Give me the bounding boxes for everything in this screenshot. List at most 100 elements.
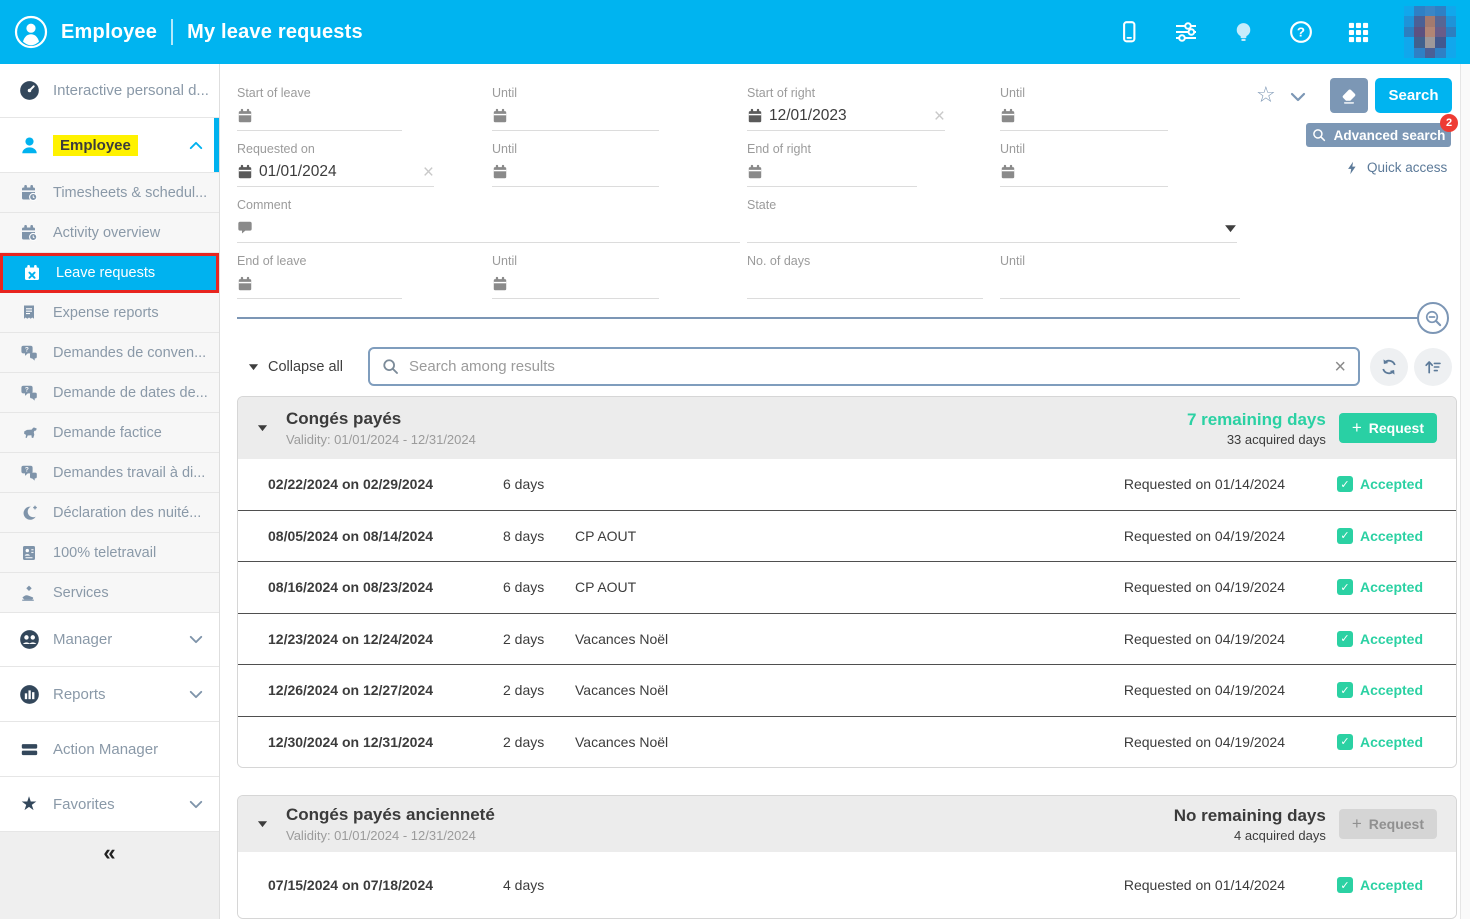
filter-start-of-leave-until[interactable]: Until — [492, 86, 659, 131]
sidebar-item-demandes-travail[interactable]: Demandes travail à di... — [0, 453, 219, 493]
filter-start-of-right-until[interactable]: Until — [1000, 86, 1168, 131]
filter-value: 12/01/2023 — [769, 107, 847, 124]
collapse-all-button[interactable]: Collapse all — [248, 359, 343, 375]
dropdown-arrow-icon[interactable] — [1224, 224, 1237, 233]
sidebar-item-expense-reports[interactable]: Expense reports — [0, 293, 219, 333]
request-leave-button[interactable]: + Request — [1338, 413, 1437, 443]
chevron-up-icon[interactable] — [189, 141, 203, 150]
sidebar-item-employee[interactable]: Employee — [0, 118, 219, 173]
sidebar-collapse-area: « — [0, 832, 219, 919]
collapse-search-panel-button[interactable] — [1417, 302, 1449, 334]
collapse-section-icon[interactable] — [257, 424, 268, 432]
stacked-bars-icon — [16, 739, 42, 760]
top-header: Employee My leave requests — [0, 0, 1470, 64]
search-among-results-input[interactable] — [409, 358, 1325, 375]
sidebar-item-interactive-dashboard[interactable]: Interactive personal d... — [0, 64, 219, 118]
calendar-icon — [492, 164, 508, 180]
eraser-icon — [1340, 87, 1358, 105]
clear-search-icon[interactable]: × — [1334, 355, 1346, 378]
filter-state[interactable]: State — [747, 198, 1237, 243]
sidebar-item-timesheets[interactable]: Timesheets & schedul... — [0, 173, 219, 213]
leave-request-row[interactable]: 02/22/2024 on 02/29/2024 6 days Requeste… — [238, 459, 1456, 510]
sidebar-item-label: Reports — [53, 685, 106, 703]
apps-grid-icon[interactable] — [1347, 21, 1370, 44]
id-badge-icon — [16, 544, 42, 562]
chevron-down-icon[interactable] — [189, 800, 203, 809]
employee-module-icon — [14, 15, 48, 49]
mobile-app-icon[interactable] — [1118, 21, 1140, 43]
chat-question-icon — [16, 464, 42, 482]
preferences-sliders-icon[interactable] — [1174, 20, 1198, 44]
filter-comment[interactable]: Comment — [237, 198, 740, 243]
collapse-sidebar-button[interactable]: « — [103, 840, 116, 865]
plus-icon: + — [1351, 418, 1362, 437]
clear-filters-button[interactable] — [1330, 78, 1368, 113]
filter-requested-on-until[interactable]: Until — [492, 142, 659, 187]
filter-end-of-right-until[interactable]: Until — [1000, 142, 1168, 187]
filter-end-of-leave[interactable]: End of leave — [237, 254, 402, 299]
sidebar-item-label: Demandes de conven... — [53, 344, 207, 361]
filter-end-of-leave-until[interactable]: Until — [492, 254, 659, 299]
leave-request-row[interactable]: 08/16/2024 on 08/23/2024 6 days CP AOUT … — [238, 561, 1456, 613]
sidebar-item-demandes-convention[interactable]: Demandes de conven... — [0, 333, 219, 373]
sidebar-item-teletravail[interactable]: 100% teletravail — [0, 533, 219, 573]
filter-no-of-days[interactable]: No. of days — [747, 254, 983, 299]
quick-access-link[interactable]: Quick access — [1345, 160, 1447, 175]
moon-plus-icon — [16, 504, 42, 522]
filter-end-of-right[interactable]: End of right — [747, 142, 917, 187]
sidebar-item-action-manager[interactable]: Action Manager — [0, 722, 219, 777]
hand-service-icon — [16, 584, 42, 602]
chevron-down-icon[interactable] — [1290, 92, 1306, 102]
help-icon[interactable] — [1289, 20, 1313, 44]
calendar-x-icon — [19, 264, 45, 282]
clear-filter-icon[interactable]: × — [933, 105, 945, 127]
filter-no-of-days-until[interactable]: Until — [1000, 254, 1240, 299]
leave-request-row[interactable]: 12/23/2024 on 12/24/2024 2 days Vacances… — [238, 612, 1456, 664]
sidebar-item-declaration-nuitees[interactable]: Déclaration des nuité... — [0, 493, 219, 533]
sidebar-item-services[interactable]: Services — [0, 573, 219, 613]
filter-requested-on[interactable]: Requested on 01/01/2024 × — [237, 142, 434, 187]
favorite-search-star-icon[interactable]: ☆ — [1256, 82, 1276, 107]
calendar-clock-icon — [16, 184, 42, 202]
advanced-search-badge: 2 — [1440, 114, 1458, 132]
search-icon — [1312, 128, 1326, 142]
filter-start-of-right[interactable]: Start of right 12/01/2023 × — [747, 86, 945, 131]
whats-new-bulb-icon[interactable] — [1232, 21, 1255, 44]
calendar-icon — [1000, 108, 1016, 124]
refresh-button[interactable] — [1370, 348, 1408, 386]
filter-start-of-leave[interactable]: Start of leave — [237, 86, 402, 131]
search-button[interactable]: Search — [1375, 78, 1452, 113]
leave-request-row[interactable]: 12/30/2024 on 12/31/2024 2 days Vacances… — [238, 715, 1456, 767]
status-badge: ✓ Accepted — [1337, 733, 1430, 750]
leave-request-row[interactable]: 08/05/2024 on 08/14/2024 8 days CP AOUT … — [238, 509, 1456, 561]
collapse-section-icon[interactable] — [257, 820, 268, 828]
advanced-search-button[interactable]: Advanced search 2 — [1306, 114, 1458, 147]
sidebar-item-demande-factice[interactable]: Demande factice — [0, 413, 219, 453]
leave-request-row[interactable]: 12/26/2024 on 12/27/2024 2 days Vacances… — [238, 664, 1456, 716]
status-badge: ✓ Accepted — [1337, 877, 1430, 893]
user-avatar[interactable] — [1404, 6, 1456, 58]
chevron-down-icon[interactable] — [189, 690, 203, 699]
scrollbar[interactable] — [1460, 64, 1470, 919]
sidebar-item-label: Demande de dates de... — [53, 384, 208, 401]
leave-account-card-conges-payes-anciennete: Congés payés ancienneté Validity: 01/01/… — [237, 795, 1457, 919]
accepted-checkbox-icon: ✓ — [1337, 682, 1353, 699]
clear-filter-icon[interactable]: × — [422, 161, 434, 183]
leave-account-title: Congés payés ancienneté — [286, 805, 495, 824]
sidebar-item-leave-requests[interactable]: Leave requests — [0, 253, 219, 293]
sidebar-item-favorites[interactable]: ★ Favorites — [0, 777, 219, 832]
sidebar-item-label: Expense reports — [53, 304, 159, 321]
accepted-checkbox-icon: ✓ — [1337, 527, 1353, 544]
sidebar-item-label: Leave requests — [56, 265, 156, 281]
sidebar-item-reports[interactable]: Reports — [0, 667, 219, 722]
chevron-down-icon[interactable] — [189, 635, 203, 644]
lightning-bolt-icon — [1345, 161, 1359, 175]
sidebar-item-manager[interactable]: Manager — [0, 613, 219, 667]
sidebar-item-activity-overview[interactable]: Activity overview — [0, 213, 219, 253]
remaining-days: 7 remaining days — [1186, 409, 1326, 429]
leave-request-row[interactable]: 07/15/2024 on 07/18/2024 4 days Requeste… — [238, 852, 1456, 918]
calendar-icon — [237, 164, 253, 180]
calendar-activity-icon — [16, 224, 42, 242]
sort-button[interactable] — [1414, 348, 1452, 386]
sidebar-item-demande-dates[interactable]: Demande de dates de... — [0, 373, 219, 413]
